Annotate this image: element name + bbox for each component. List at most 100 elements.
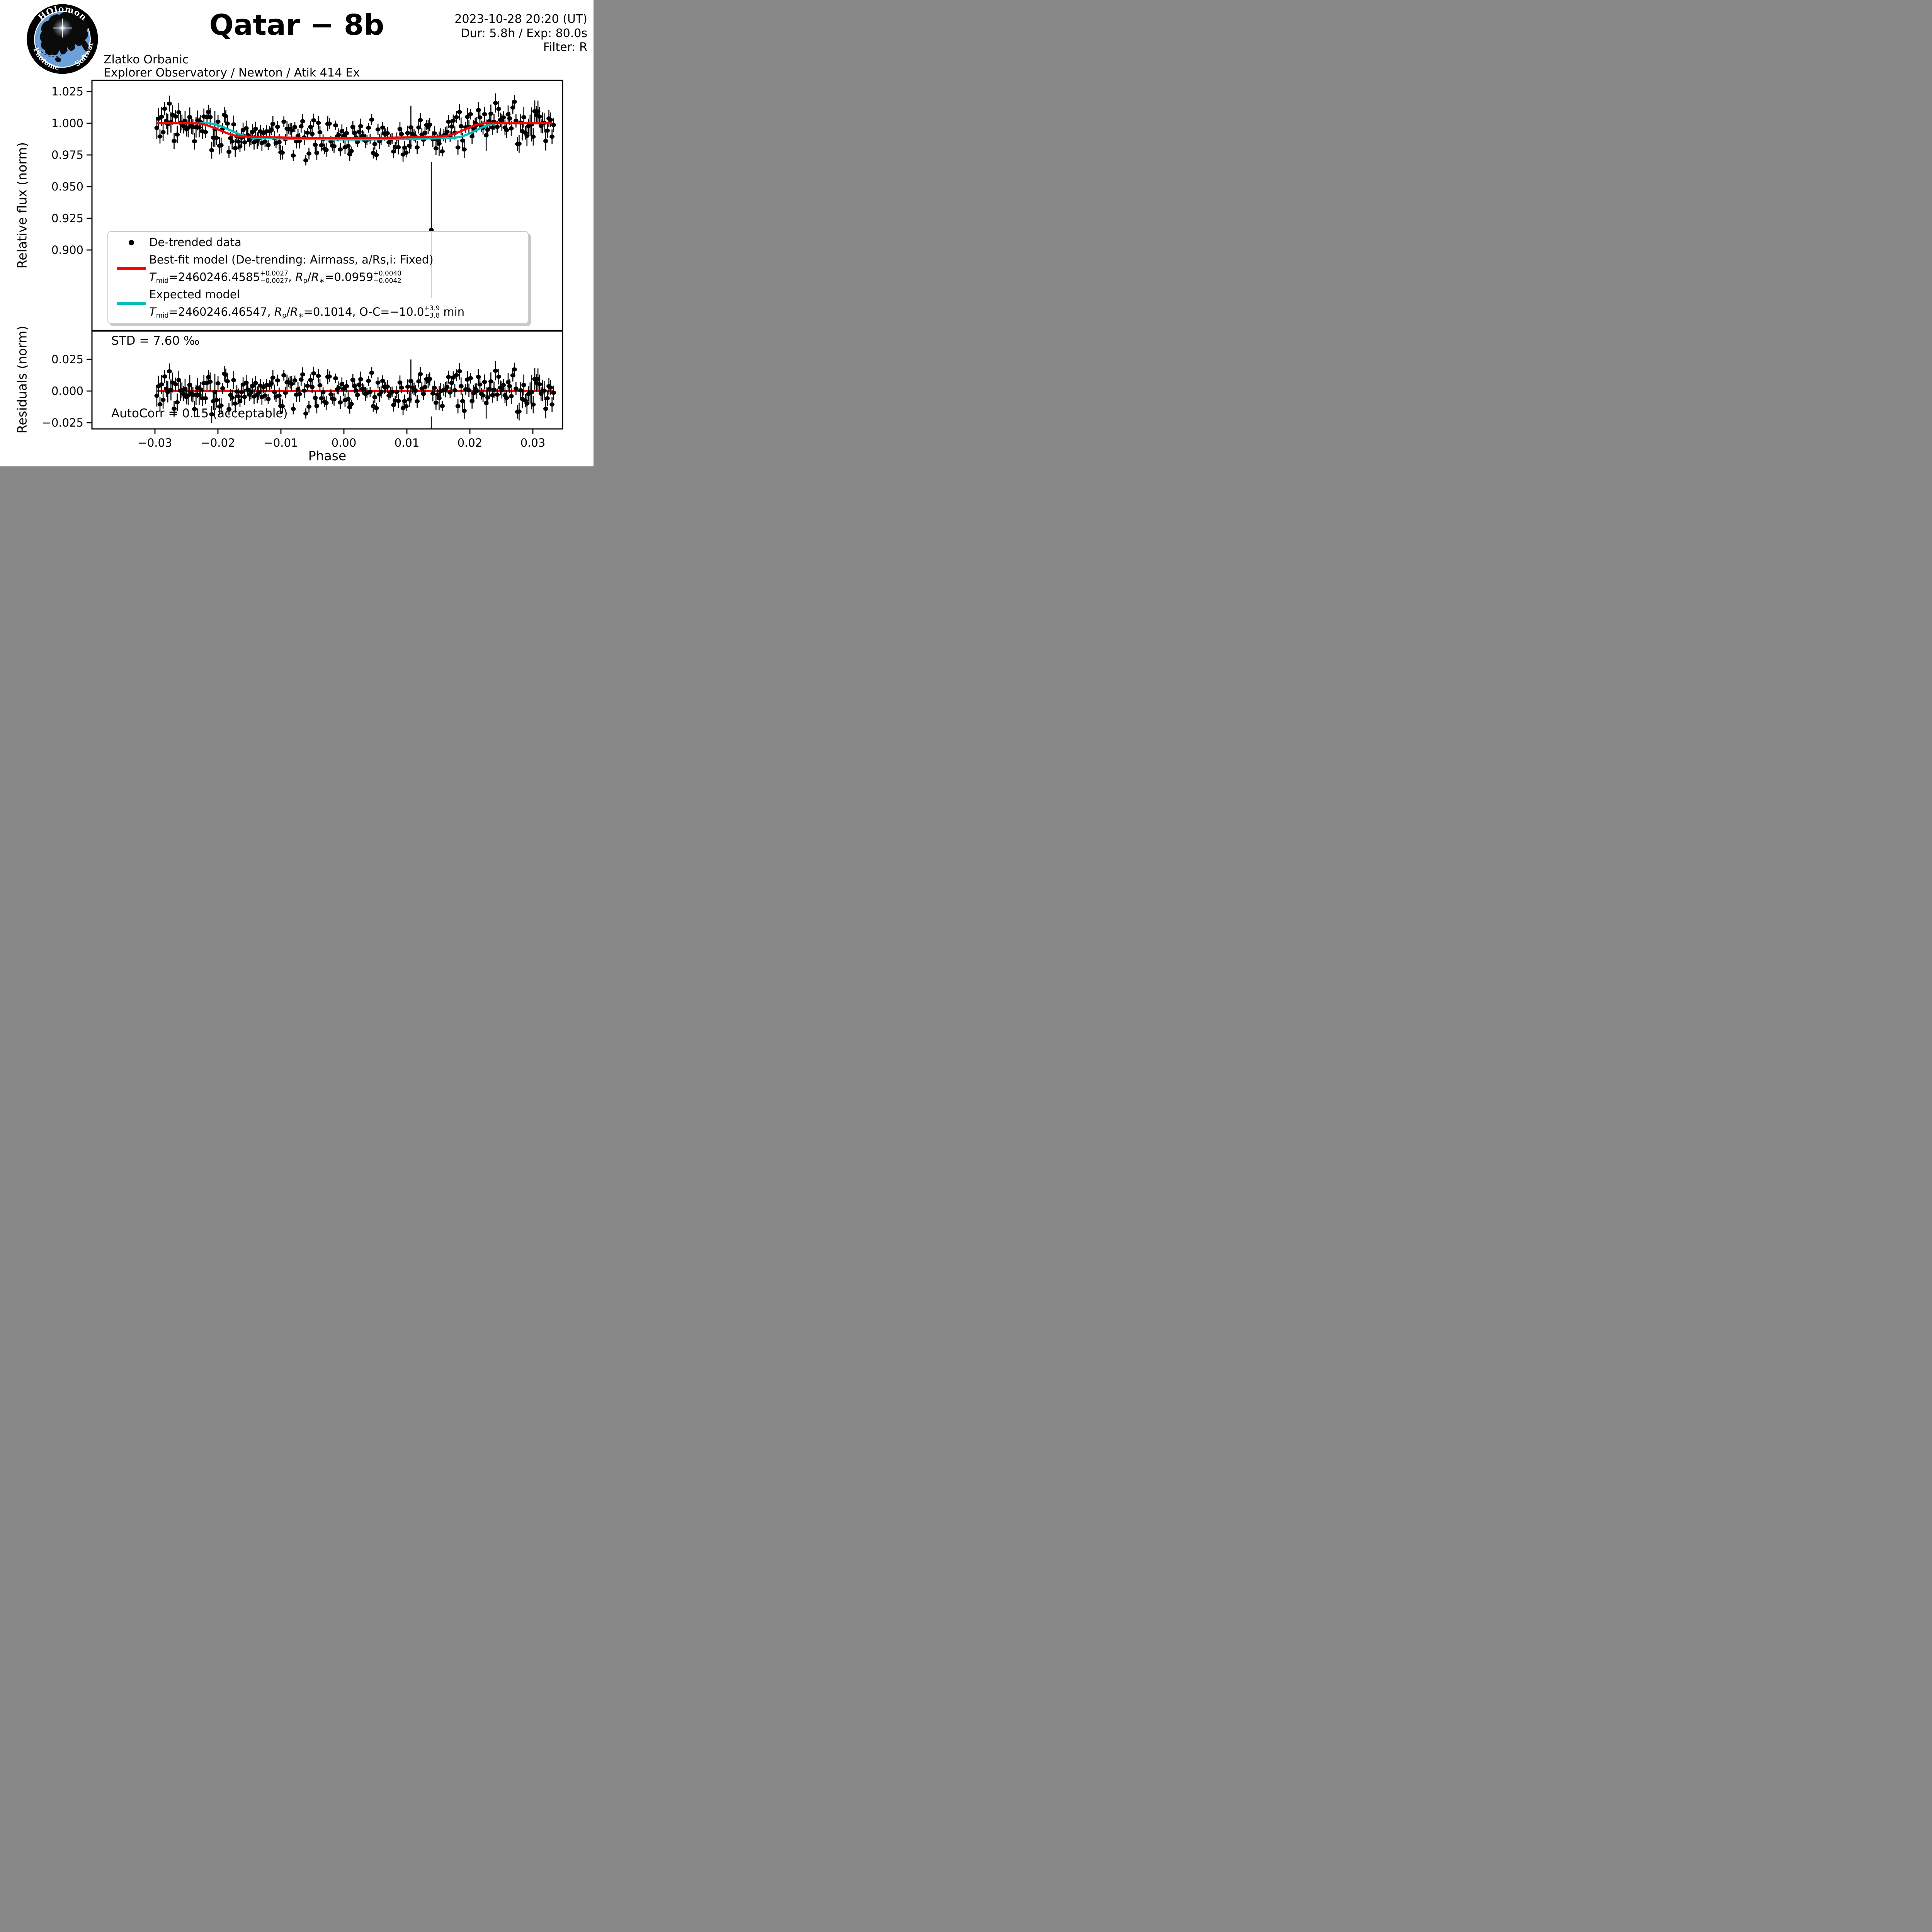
data-point <box>510 105 515 110</box>
data-point <box>457 110 462 114</box>
data-point <box>313 143 318 147</box>
residual-data-point <box>469 399 475 403</box>
residual-data-point <box>531 402 536 407</box>
residual-data-point <box>375 380 381 385</box>
data-point <box>490 125 495 130</box>
data-point <box>327 121 332 126</box>
residual-data-point <box>311 371 316 376</box>
data-point <box>253 127 258 131</box>
data-point <box>167 101 172 106</box>
data-point <box>415 145 420 150</box>
residual-data-point <box>333 376 338 381</box>
residual-data-point <box>265 397 271 401</box>
residual-data-point <box>455 404 461 408</box>
data-point <box>292 125 298 129</box>
x-tick-label: 0.03 <box>520 436 546 449</box>
residual-data-point <box>230 395 235 400</box>
residual-data-point <box>518 388 523 393</box>
data-point <box>192 139 197 144</box>
residual-data-point <box>517 409 522 414</box>
data-point <box>306 151 311 156</box>
data-point <box>339 129 345 133</box>
residual-data-point <box>218 403 224 408</box>
data-point <box>163 119 169 123</box>
residual-data-point <box>248 389 253 394</box>
flux-y-tick-label: 0.900 <box>51 243 83 257</box>
data-point <box>369 117 374 122</box>
autocorr-label: AutoCorr = 0.15 (acceptable) <box>111 406 288 420</box>
residual-data-point <box>380 379 385 383</box>
data-point <box>207 115 213 119</box>
data-point <box>482 112 487 117</box>
data-point <box>175 132 180 137</box>
residual-data-point <box>353 388 359 393</box>
residual-data-point <box>292 378 298 383</box>
residual-data-point <box>289 381 294 386</box>
residual-data-point <box>327 374 332 379</box>
data-point <box>397 127 403 131</box>
data-point <box>270 122 276 126</box>
data-point <box>460 138 465 143</box>
data-point <box>451 118 456 123</box>
logo-star-icon <box>53 18 72 38</box>
data-point <box>524 133 530 138</box>
residual-data-point <box>422 385 428 389</box>
data-point <box>233 146 238 150</box>
residual-data-point <box>385 384 390 389</box>
data-point <box>488 111 493 116</box>
residual-data-point <box>406 397 412 402</box>
residual-data-point <box>513 386 519 391</box>
flux-y-tick-label: 1.025 <box>51 85 83 98</box>
residual-data-point <box>486 387 492 391</box>
residual-data-point <box>272 390 277 395</box>
residual-data-point <box>391 403 396 407</box>
data-point <box>262 139 268 144</box>
residual-data-point <box>339 382 345 386</box>
data-point <box>314 151 320 155</box>
observer-block: Zlatko Orbanic Explorer Observatory / Ne… <box>104 53 360 80</box>
residual-data-point <box>328 392 333 397</box>
residual-data-point <box>408 379 413 383</box>
residual-data-point <box>549 402 555 407</box>
legend-item: Best-fit model (De-trending: Airmass, a/… <box>114 251 521 286</box>
data-point <box>402 145 407 150</box>
residual-data-point <box>280 404 285 408</box>
data-point <box>157 134 163 139</box>
residual-data-point <box>281 373 287 378</box>
data-point <box>154 126 160 130</box>
data-point <box>230 139 235 144</box>
data-point <box>203 130 208 134</box>
residual-data-point <box>332 397 337 401</box>
data-point <box>477 115 483 120</box>
data-point <box>380 125 385 130</box>
residual-data-point <box>421 391 426 396</box>
data-point <box>338 147 343 152</box>
data-point <box>483 133 489 138</box>
observation-info: 2023-10-28 20:20 (UT) Dur: 5.8h / Exp: 8… <box>454 12 587 55</box>
residual-data-point <box>345 397 351 401</box>
observation-datetime: 2023-10-28 20:20 (UT) <box>454 12 587 26</box>
data-point <box>250 129 255 134</box>
residual-data-point <box>173 382 178 386</box>
residual-data-point <box>389 389 395 394</box>
data-point <box>298 124 304 129</box>
residual-data-point <box>212 389 218 394</box>
y-axis-label-flux: Relative flux (norm) <box>14 142 30 269</box>
data-point <box>215 119 221 124</box>
legend-label: Expected model Tmid=2460246.46547, Rp/R∗=… <box>149 288 465 320</box>
residual-data-point <box>157 402 163 406</box>
data-point <box>275 124 280 129</box>
data-point <box>374 153 379 157</box>
legend-item: De-trended data <box>114 234 521 251</box>
data-point <box>317 130 323 134</box>
residual-data-point <box>198 387 203 392</box>
residual-data-point <box>548 385 553 390</box>
residual-data-point <box>430 391 435 396</box>
residual-data-point <box>397 380 403 385</box>
logo-dashed-curve <box>36 44 89 57</box>
data-point <box>454 115 459 119</box>
residual-data-point <box>460 399 465 403</box>
residual-data-point <box>250 384 255 388</box>
residual-data-point <box>270 375 276 380</box>
residual-data-point <box>437 396 442 400</box>
